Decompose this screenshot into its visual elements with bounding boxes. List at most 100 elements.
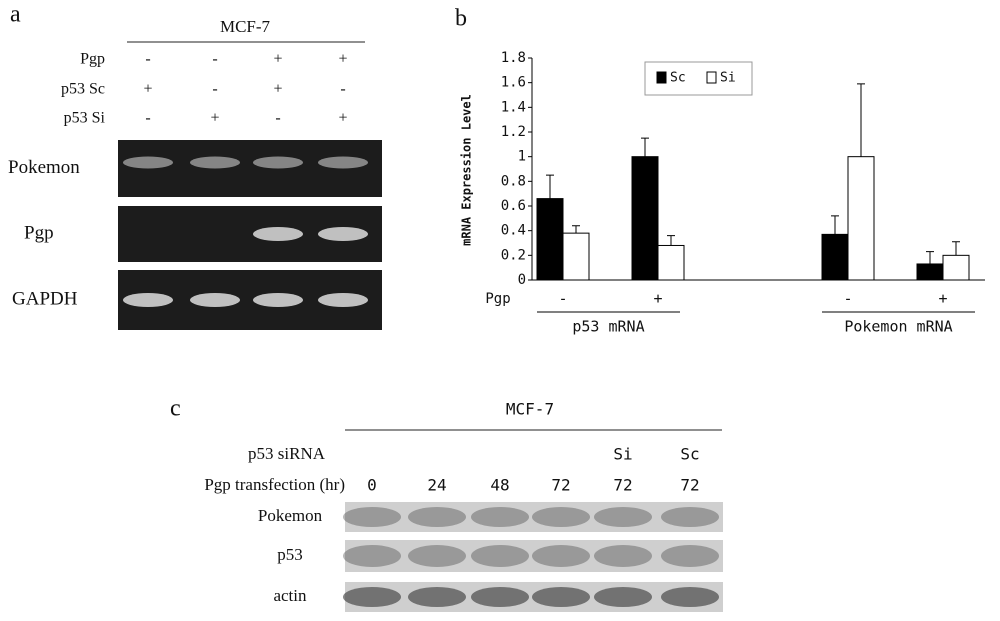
- blot: [345, 540, 723, 572]
- time: 72: [680, 476, 699, 495]
- error-bar: [572, 225, 580, 234]
- band: [594, 545, 652, 567]
- band: [532, 587, 590, 607]
- time: 72: [551, 476, 570, 495]
- y-tick-label: 1.8: [501, 50, 526, 66]
- band: [343, 545, 401, 567]
- sign: +: [210, 110, 219, 127]
- x-tick-label: -: [843, 290, 852, 308]
- band: [408, 545, 466, 567]
- group-label: p53 mRNA: [572, 318, 644, 336]
- time: 0: [367, 476, 377, 495]
- band: [253, 227, 303, 241]
- panel-label: a: [10, 2, 21, 28]
- band: [190, 156, 240, 169]
- band: [532, 507, 590, 527]
- panel-label: b: [455, 6, 467, 32]
- y-tick-label: 0.4: [501, 223, 526, 239]
- y-tick-label: 1.6: [501, 75, 526, 91]
- time: 24: [427, 476, 446, 495]
- time: 72: [613, 476, 632, 495]
- band: [408, 587, 466, 607]
- error-bar: [926, 251, 934, 264]
- sign: +: [338, 110, 347, 127]
- band: [408, 507, 466, 527]
- legend: [644, 61, 753, 96]
- time: 48: [490, 476, 509, 495]
- blot-label: Pokemon: [258, 506, 323, 525]
- y-tick-label: 1: [518, 149, 526, 165]
- sign: +: [273, 81, 282, 98]
- band: [661, 545, 719, 567]
- error-bar: [831, 215, 839, 235]
- sign: -: [212, 81, 217, 98]
- band: [318, 156, 368, 169]
- band: [123, 156, 173, 169]
- band: [661, 507, 719, 527]
- band: [471, 545, 529, 567]
- blot-label: Pokemon: [8, 157, 80, 178]
- y-tick-label: 0.6: [501, 198, 526, 214]
- bar: [942, 254, 970, 281]
- band: [343, 587, 401, 607]
- x-row-label: Pgp: [485, 291, 510, 307]
- y-tick-label: 0: [518, 272, 526, 288]
- x-tick-label: +: [653, 290, 662, 308]
- row-label: p53 Si: [64, 110, 106, 127]
- group-label: Pokemon mRNA: [844, 318, 952, 336]
- band: [661, 587, 719, 607]
- cell-line: MCF-7: [506, 400, 554, 419]
- legend-swatch: [706, 71, 717, 84]
- row-label: Pgp: [80, 51, 105, 68]
- y-tick-label: 1.2: [501, 124, 526, 140]
- y-tick-label: 1.4: [501, 99, 526, 115]
- band: [253, 293, 303, 307]
- bar: [916, 263, 944, 281]
- band: [318, 293, 368, 307]
- blot-label: GAPDH: [12, 288, 78, 309]
- error-bar: [667, 235, 675, 246]
- bar: [657, 244, 685, 281]
- band: [123, 293, 173, 307]
- bar: [821, 233, 849, 281]
- row-label: Pgp transfection (hr): [204, 475, 345, 494]
- error-bar: [952, 241, 960, 256]
- band: [471, 587, 529, 607]
- bar: [631, 156, 659, 281]
- blot-label: actin: [273, 586, 307, 605]
- sirna: Si: [613, 445, 632, 464]
- x-tick-label: +: [938, 290, 947, 308]
- error-bar: [546, 174, 554, 199]
- legend-label: Si: [720, 71, 736, 86]
- error-bar: [857, 83, 865, 157]
- bar: [562, 232, 590, 281]
- sign: +: [273, 51, 282, 68]
- row-label: p53 Sc: [61, 81, 105, 98]
- band: [594, 587, 652, 607]
- error-bar: [641, 137, 649, 157]
- band: [471, 507, 529, 527]
- blot-label: p53: [277, 545, 303, 564]
- blot-label: Pgp: [24, 222, 54, 243]
- legend-swatch: [656, 71, 667, 84]
- legend-label: Sc: [670, 71, 686, 86]
- cell-line: MCF-7: [220, 17, 271, 36]
- band: [532, 545, 590, 567]
- y-tick-label: 0.8: [501, 173, 526, 189]
- panel-label: c: [170, 396, 181, 422]
- sign: -: [145, 110, 150, 127]
- sign: +: [338, 51, 347, 68]
- sign: -: [275, 110, 280, 127]
- y-axis-label: mRNA Expression Level: [460, 94, 474, 246]
- sign: -: [340, 81, 345, 98]
- band: [318, 227, 368, 241]
- band: [343, 507, 401, 527]
- blot: [345, 502, 723, 532]
- band: [594, 507, 652, 527]
- band: [253, 156, 303, 169]
- bar: [847, 156, 875, 281]
- sign: -: [145, 51, 150, 68]
- gel: [118, 140, 382, 197]
